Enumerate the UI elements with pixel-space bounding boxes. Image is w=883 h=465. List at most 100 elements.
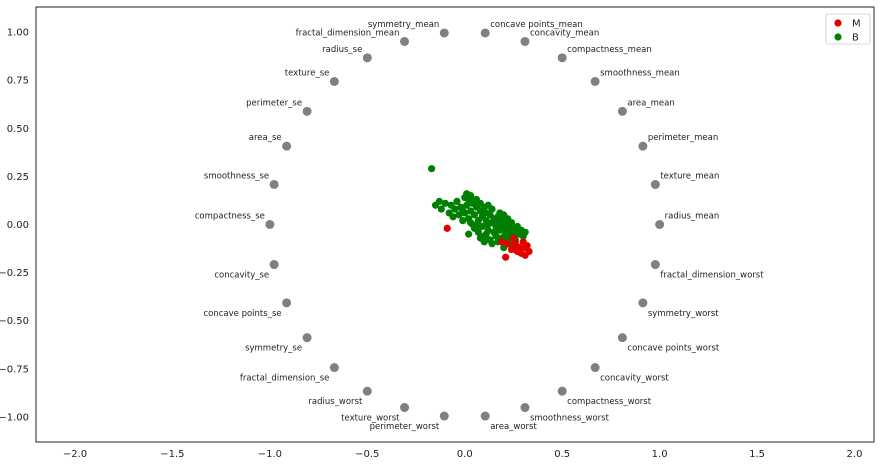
anchor-label: perimeter_se — [246, 98, 302, 108]
point-B — [470, 211, 479, 219]
anchor-label: concavity_worst — [600, 374, 669, 384]
point-B — [482, 230, 490, 238]
point-B — [470, 197, 479, 206]
point-B — [437, 205, 445, 213]
point-M — [509, 234, 518, 242]
anchor-point — [362, 53, 372, 63]
anchor-point — [439, 411, 449, 421]
point-M — [513, 247, 521, 256]
legend-marker — [834, 33, 842, 41]
anchor-point — [650, 260, 660, 270]
anchor-label: symmetry_mean — [368, 20, 439, 30]
anchor-label: area_se — [249, 133, 282, 143]
anchor-label: concave points_mean — [490, 20, 583, 30]
point-B — [453, 197, 461, 206]
point-B — [484, 201, 492, 209]
anchor-point — [617, 106, 627, 116]
point-B — [466, 218, 475, 227]
point-M — [502, 253, 510, 261]
anchor-label: area_worst — [490, 422, 537, 432]
point-B — [496, 209, 504, 217]
x-tick-label: 0.0 — [457, 449, 473, 460]
anchor-label: fractal_dimension_worst — [660, 271, 764, 281]
x-tick-label: 1.5 — [749, 449, 765, 460]
x-tick-label: 0.5 — [554, 449, 570, 460]
anchor-point — [590, 76, 600, 86]
legend-marker — [834, 19, 842, 27]
point-B — [488, 240, 496, 248]
x-tick-label: −1.0 — [258, 449, 282, 460]
anchor-label: area_mean — [627, 98, 674, 108]
point-M — [498, 238, 506, 246]
anchor-label: concavity_mean — [530, 28, 599, 38]
anchor-point — [557, 386, 567, 396]
x-tick-label: 1.0 — [652, 449, 668, 460]
point-M — [523, 242, 531, 250]
point-group — [428, 165, 533, 261]
legend-label: B — [852, 33, 859, 44]
y-tick-label: 0.75 — [7, 76, 29, 87]
anchor-point — [617, 333, 627, 343]
legend-box — [825, 13, 871, 45]
y-tick-label: −0.25 — [0, 268, 29, 279]
anchor-point — [302, 333, 312, 343]
anchor-point — [650, 179, 660, 189]
anchor-point — [520, 403, 530, 413]
anchor-point — [329, 76, 339, 86]
plot-frame — [35, 6, 875, 443]
anchor-label: texture_se — [285, 68, 330, 78]
anchor-point — [520, 36, 530, 46]
anchor-label: texture_worst — [341, 414, 400, 424]
point-B — [521, 228, 529, 236]
x-tick-label: −1.5 — [160, 449, 184, 460]
anchor-label: smoothness_worst — [530, 414, 610, 424]
anchor-label: perimeter_worst — [370, 422, 440, 432]
point-B — [428, 165, 436, 173]
x-axis: −2.0 −1.5 −1.0 −0.5 0.0 0.5 1.0 1.5 2.0 — [63, 449, 863, 460]
anchor-point — [265, 220, 275, 229]
y-axis: 1.00 0.75 0.50 0.25 0.00 −0.25 −0.50 −0.75 −1.00 — [0, 28, 29, 424]
anchor-point — [362, 386, 372, 396]
anchor-label: compactness_worst — [567, 397, 652, 407]
point-M — [504, 240, 512, 248]
anchor-label: radius_worst — [308, 397, 363, 407]
point-B — [492, 217, 500, 225]
anchor-point — [557, 53, 567, 63]
anchor-label: radius_se — [322, 45, 362, 55]
x-tick-label: −0.5 — [355, 449, 379, 460]
point-B — [466, 192, 475, 200]
point-B — [478, 222, 486, 231]
anchor-point — [638, 298, 648, 308]
point-B — [451, 205, 459, 213]
anchor-point — [329, 363, 339, 373]
anchor-label: symmetry_worst — [648, 309, 719, 319]
point-B — [476, 234, 484, 242]
point-B — [472, 222, 481, 231]
point-M — [443, 224, 451, 232]
anchor-label: concave points_se — [203, 309, 281, 319]
point-B — [459, 217, 467, 225]
anchor-point — [439, 28, 449, 38]
anchor-point — [480, 28, 490, 38]
anchor-label: concave points_worst — [627, 344, 720, 354]
anchor-point — [638, 141, 648, 151]
anchor-label: texture_mean — [660, 171, 719, 181]
y-tick-label: −0.75 — [0, 364, 29, 375]
x-tick-label: −2.0 — [63, 449, 87, 460]
anchor-point — [269, 260, 279, 270]
anchor-point — [400, 403, 410, 413]
anchor-point — [302, 106, 312, 116]
point-B — [463, 201, 471, 209]
anchor-label: compactness_se — [195, 212, 265, 222]
anchor-label: smoothness_mean — [600, 68, 680, 78]
anchor-label: compactness_mean — [567, 45, 652, 55]
anchor-label: radius_mean — [665, 212, 720, 222]
y-tick-label: 1.00 — [7, 28, 29, 39]
anchor-label: fractal_dimension_mean — [296, 28, 400, 38]
y-tick-label: 0.25 — [7, 172, 29, 183]
anchor-label: fractal_dimension_se — [240, 374, 329, 384]
anchor-point — [655, 220, 665, 229]
legend: MB — [825, 13, 871, 45]
